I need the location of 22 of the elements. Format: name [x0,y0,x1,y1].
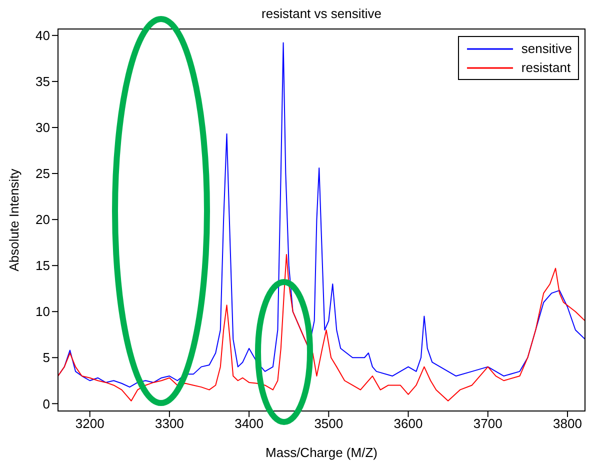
x-tick-label: 3400 [234,416,264,432]
y-tick-label: 35 [36,74,50,90]
y-tick-label: 30 [36,120,50,136]
y-tick-label: 15 [36,258,50,274]
x-tick-label: 3700 [473,416,502,432]
legend-label: sensitive [521,41,572,56]
y-tick-label: 20 [36,212,50,228]
x-tick-label: 3600 [394,416,423,432]
y-tick-label: 5 [42,350,50,366]
x-tick-label: 3300 [154,416,184,432]
legend-label: resistant [521,60,571,75]
y-tick-label: 25 [36,166,50,182]
y-tick-label: 0 [42,396,50,412]
y-tick-label: 40 [36,28,50,44]
y-tick-label: 10 [36,304,50,320]
x-tick-label: 3200 [75,416,104,432]
line-series [58,254,585,402]
x-axis-title: Mass/Charge (M/Z) [266,445,378,460]
chart-title: resistant vs sensitive [260,6,382,21]
x-tick-label: 3800 [553,416,582,432]
x-tick-label: 3500 [314,416,344,432]
y-axis-title: Absolute Intensity [6,168,22,272]
